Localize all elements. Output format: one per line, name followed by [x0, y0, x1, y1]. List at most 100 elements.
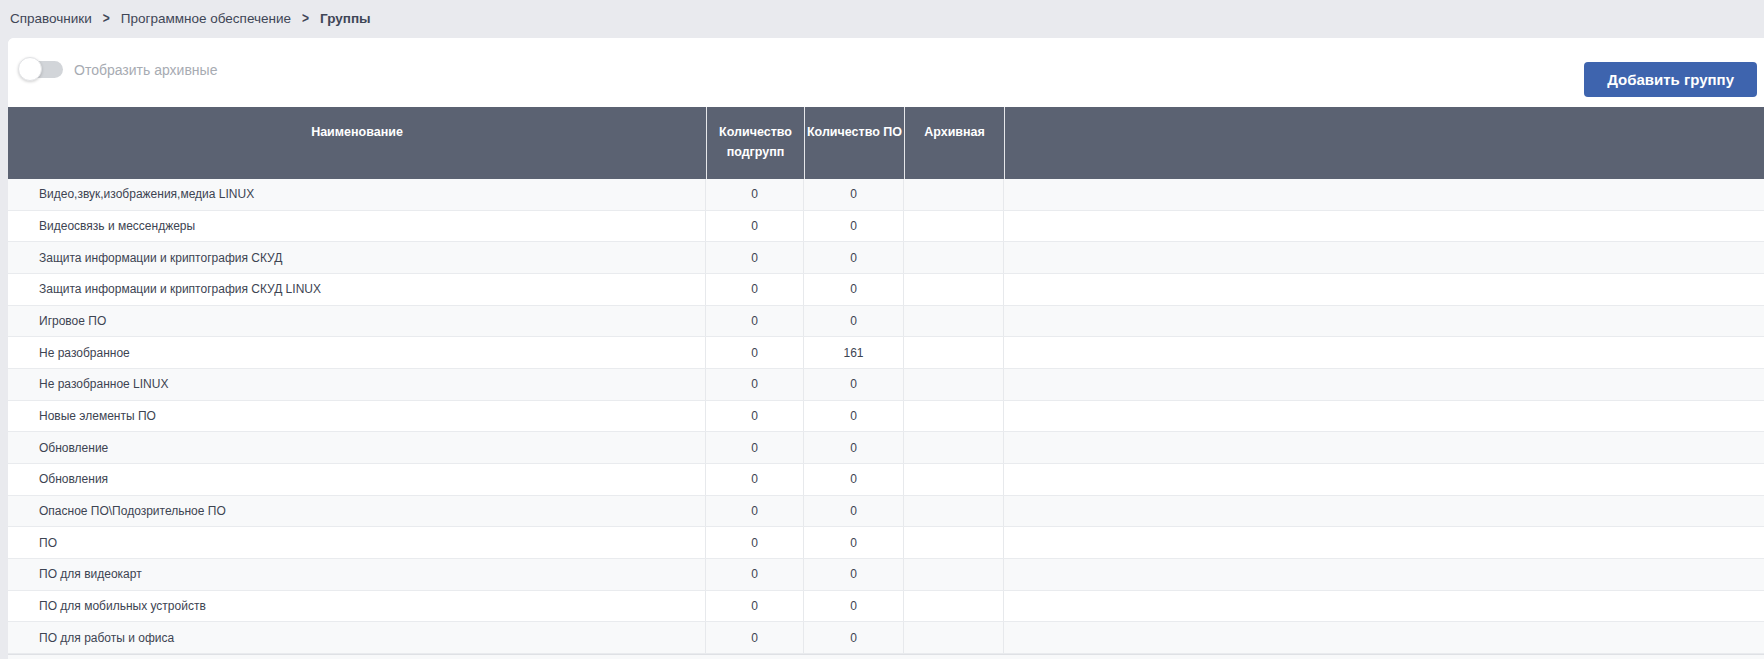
software-count-cell: 0 [804, 496, 904, 527]
subgroup-count-cell: 0 [706, 337, 804, 368]
group-name-cell: ПО для видеокарт [8, 559, 706, 590]
spacer-cell [1004, 369, 1764, 400]
table-row[interactable]: Не разобранное 0 161 [8, 337, 1764, 369]
breadcrumb-item-groups: Группы [320, 11, 371, 26]
toggle-knob-icon[interactable] [18, 57, 42, 81]
spacer-cell [1004, 337, 1764, 368]
software-count-cell: 0 [804, 622, 904, 653]
table-row[interactable]: Не разобранное LINUX 0 0 [8, 369, 1764, 401]
table-row[interactable]: Видеосвязь и мессенджеры 0 0 [8, 211, 1764, 243]
archived-cell [904, 622, 1004, 653]
spacer-cell [1004, 591, 1764, 622]
table-row[interactable]: Защита информации и криптография СКУД 0 … [8, 242, 1764, 274]
spacer-cell [1004, 464, 1764, 495]
column-header-spacer [1004, 107, 1764, 179]
table-row[interactable]: ПО 0 0 [8, 527, 1764, 559]
archived-cell [904, 527, 1004, 558]
table-row[interactable]: ПО для мобильных устройств 0 0 [8, 591, 1764, 623]
content-card: Отобразить архивные Добавить группу Наим… [8, 38, 1764, 659]
group-name-cell: Обновление [8, 432, 706, 463]
spacer-cell [1004, 496, 1764, 527]
chevron-right-icon: > [302, 9, 309, 27]
subgroup-count-cell: 0 [706, 369, 804, 400]
group-name-cell: Опасное ПО\Подозрительное ПО [8, 496, 706, 527]
software-count-cell: 161 [804, 337, 904, 368]
group-name-cell: ПО для мобильных устройств [8, 591, 706, 622]
software-count-cell: 0 [804, 527, 904, 558]
table-body: Видео,звук,изображения,медиа LINUX 0 0 В… [8, 179, 1764, 654]
group-name-cell: Не разобранное [8, 337, 706, 368]
subgroup-count-cell: 0 [706, 559, 804, 590]
spacer-cell [1004, 306, 1764, 337]
table-row[interactable]: Обновления 0 0 [8, 464, 1764, 496]
breadcrumb-item-software[interactable]: Программное обеспечение [121, 11, 291, 26]
archived-cell [904, 179, 1004, 210]
archived-cell [904, 337, 1004, 368]
spacer-cell [1004, 179, 1764, 210]
spacer-cell [1004, 401, 1764, 432]
archived-cell [904, 464, 1004, 495]
software-count-cell: 0 [804, 306, 904, 337]
spacer-cell [1004, 432, 1764, 463]
subgroup-count-cell: 0 [706, 211, 804, 242]
archived-cell [904, 211, 1004, 242]
subgroup-count-cell: 0 [706, 306, 804, 337]
group-name-cell: Не разобранное LINUX [8, 369, 706, 400]
subgroup-count-cell: 0 [706, 464, 804, 495]
archived-cell [904, 591, 1004, 622]
table-row[interactable]: Игровое ПО 0 0 [8, 306, 1764, 338]
table-row[interactable]: ПО для работы и офиса 0 0 [8, 622, 1764, 654]
archived-cell [904, 496, 1004, 527]
spacer-cell [1004, 242, 1764, 273]
table-row[interactable]: Защита информации и криптография СКУД LI… [8, 274, 1764, 306]
column-header-software-count: Количество ПО [804, 107, 904, 179]
breadcrumb-item-directories[interactable]: Справочники [10, 11, 92, 26]
group-name-cell: Обновления [8, 464, 706, 495]
software-count-cell: 0 [804, 179, 904, 210]
show-archived-toggle[interactable]: Отобразить архивные [20, 61, 217, 78]
group-name-cell: Защита информации и криптография СКУД [8, 242, 706, 273]
software-count-cell: 0 [804, 464, 904, 495]
subgroup-count-cell: 0 [706, 622, 804, 653]
subgroup-count-cell: 0 [706, 274, 804, 305]
archived-cell [904, 306, 1004, 337]
table-row[interactable]: Обновление 0 0 [8, 432, 1764, 464]
toggle-track[interactable] [20, 61, 63, 78]
spacer-cell [1004, 559, 1764, 590]
archived-cell [904, 242, 1004, 273]
software-count-cell: 0 [804, 274, 904, 305]
add-group-button[interactable]: Добавить группу [1584, 62, 1757, 97]
column-header-name: Наименование [8, 107, 706, 179]
show-archived-label: Отобразить архивные [74, 62, 217, 78]
software-count-cell: 0 [804, 559, 904, 590]
table-row[interactable]: Опасное ПО\Подозрительное ПО 0 0 [8, 496, 1764, 528]
spacer-cell [1004, 622, 1764, 653]
subgroup-count-cell: 0 [706, 591, 804, 622]
software-count-cell: 0 [804, 211, 904, 242]
table-row[interactable]: ПО для видеокарт 0 0 [8, 559, 1764, 591]
chevron-right-icon: > [103, 9, 110, 27]
software-count-cell: 0 [804, 242, 904, 273]
toolbar: Отобразить архивные Добавить группу [8, 38, 1764, 107]
software-count-cell: 0 [804, 432, 904, 463]
group-name-cell: Видеосвязь и мессенджеры [8, 211, 706, 242]
subgroup-count-cell: 0 [706, 179, 804, 210]
table-header: Наименование Количество подгрупп Количес… [8, 107, 1764, 179]
breadcrumb: Справочники > Программное обеспечение > … [0, 0, 1764, 36]
column-header-archived: Архивная [904, 107, 1004, 179]
archived-cell [904, 274, 1004, 305]
table-row[interactable]: Видео,звук,изображения,медиа LINUX 0 0 [8, 179, 1764, 211]
group-name-cell: ПО для работы и офиса [8, 622, 706, 653]
software-count-cell: 0 [804, 591, 904, 622]
subgroup-count-cell: 0 [706, 527, 804, 558]
subgroup-count-cell: 0 [706, 496, 804, 527]
table-row[interactable]: Новые элементы ПО 0 0 [8, 401, 1764, 433]
software-count-cell: 0 [804, 401, 904, 432]
archived-cell [904, 432, 1004, 463]
group-name-cell: Игровое ПО [8, 306, 706, 337]
software-count-cell: 0 [804, 369, 904, 400]
column-header-subgroup-count: Количество подгрупп [706, 107, 804, 179]
group-name-cell: Защита информации и криптография СКУД LI… [8, 274, 706, 305]
subgroup-count-cell: 0 [706, 242, 804, 273]
subgroup-count-cell: 0 [706, 432, 804, 463]
